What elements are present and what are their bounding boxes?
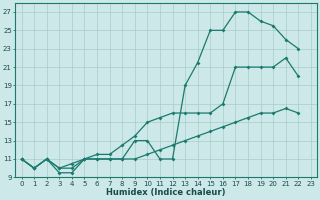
X-axis label: Humidex (Indice chaleur): Humidex (Indice chaleur) bbox=[107, 188, 226, 197]
